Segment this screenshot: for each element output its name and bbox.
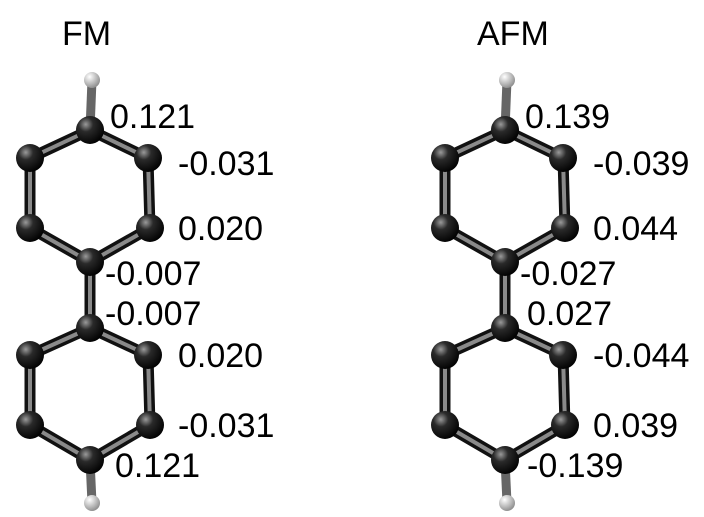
spin-label: 0.121 bbox=[115, 447, 200, 485]
panel-title: AFM bbox=[477, 15, 549, 53]
spin-label: 0.020 bbox=[178, 337, 263, 375]
carbon-atom bbox=[16, 144, 44, 172]
carbon-atom bbox=[76, 446, 104, 474]
carbon-atom bbox=[431, 411, 459, 439]
carbon-atom bbox=[491, 314, 519, 342]
carbon-atom bbox=[491, 116, 519, 144]
carbon-atom bbox=[551, 411, 579, 439]
spin-label: 0.044 bbox=[593, 210, 678, 248]
carbon-atom bbox=[76, 116, 104, 144]
spin-label: 0.121 bbox=[110, 98, 195, 136]
spin-label: -0.039 bbox=[593, 145, 689, 183]
carbon-atom bbox=[16, 341, 44, 369]
spin-label: 0.027 bbox=[527, 295, 612, 333]
carbon-atom bbox=[136, 214, 164, 242]
spin-label: 0.039 bbox=[593, 407, 678, 445]
carbon-atom bbox=[76, 248, 104, 276]
carbon-atom bbox=[549, 144, 577, 172]
spin-label: -0.031 bbox=[178, 145, 274, 183]
hydrogen-atom bbox=[84, 495, 100, 511]
carbon-atom bbox=[16, 411, 44, 439]
carbon-atom bbox=[491, 446, 519, 474]
carbon-atom bbox=[16, 214, 44, 242]
spin-label: -0.139 bbox=[527, 447, 623, 485]
hydrogen-atom bbox=[84, 72, 100, 88]
spin-label: -0.031 bbox=[178, 407, 274, 445]
carbon-atom bbox=[136, 411, 164, 439]
carbon-atom bbox=[431, 144, 459, 172]
diagram: FM0.121-0.0310.020-0.007-0.0070.020-0.03… bbox=[0, 0, 704, 517]
hydrogen-atom bbox=[499, 72, 515, 88]
carbon-atom bbox=[491, 248, 519, 276]
spin-label: 0.139 bbox=[525, 98, 610, 136]
carbon-atom bbox=[431, 341, 459, 369]
spin-label: 0.020 bbox=[178, 210, 263, 248]
hydrogen-atom bbox=[499, 495, 515, 511]
spin-label: -0.007 bbox=[105, 295, 201, 333]
carbon-atom bbox=[551, 214, 579, 242]
spin-label: -0.007 bbox=[105, 255, 201, 293]
carbon-atom bbox=[134, 341, 162, 369]
carbon-atom bbox=[76, 314, 104, 342]
panel-title: FM bbox=[62, 15, 111, 53]
spin-label: -0.027 bbox=[520, 255, 616, 293]
carbon-atom bbox=[549, 341, 577, 369]
carbon-atom bbox=[431, 214, 459, 242]
carbon-atom bbox=[134, 144, 162, 172]
spin-label: -0.044 bbox=[593, 337, 689, 375]
